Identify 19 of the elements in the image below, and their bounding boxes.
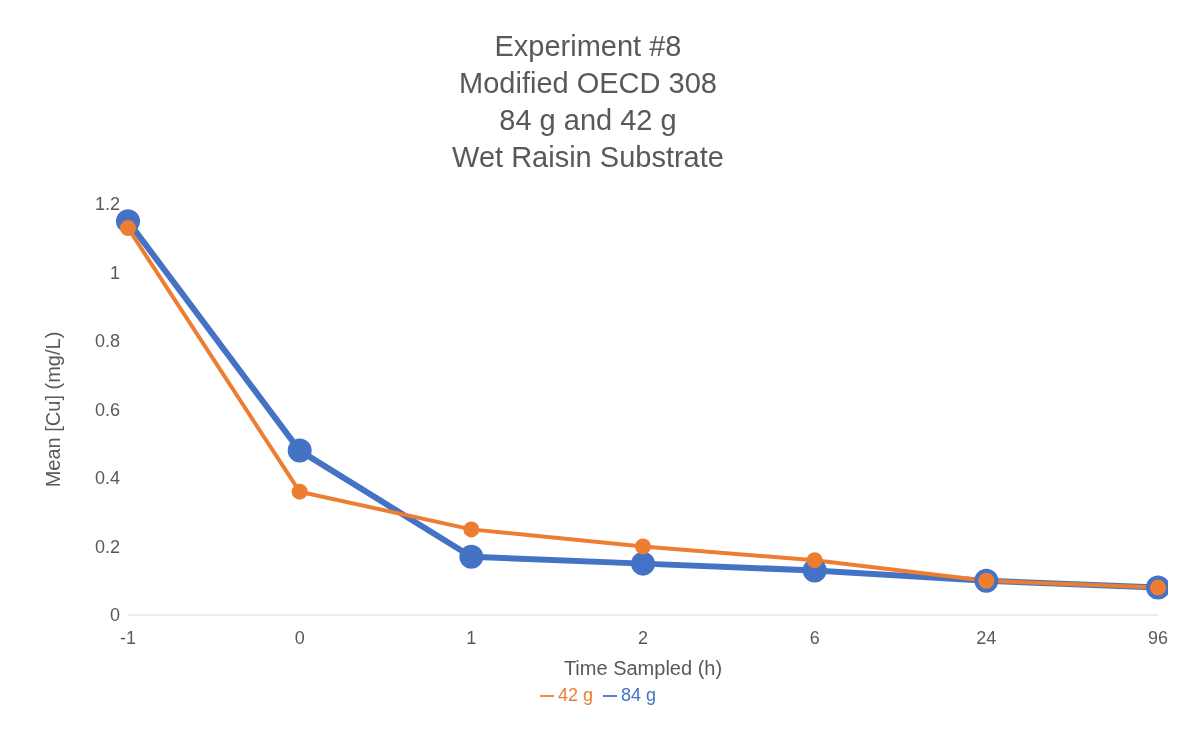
legend-label: 42 g (557, 685, 593, 705)
x-tick-label: 1 (466, 627, 477, 648)
y-tick-label: 1 (109, 262, 120, 283)
x-tick-label: 0 (294, 627, 305, 648)
y-tick-label: 0.2 (94, 536, 120, 557)
y-tick-label: 1.2 (94, 194, 120, 215)
y-tick-label: 0.6 (94, 399, 120, 420)
chart-title: Experiment #8 Modified OECD 308 84 g and 42 g Wet Raisin Substrate (451, 29, 725, 175)
x-tick-label: 6 (809, 627, 820, 648)
x-axis-title: Time Sampled (h) (563, 657, 723, 679)
y-tick-label: 0.4 (94, 468, 120, 489)
x-tick-label: 2 (637, 627, 649, 648)
x-tick-label: -1 (119, 627, 137, 648)
legend-label: 84 g (621, 685, 657, 705)
y-tick-label: 0 (109, 605, 120, 626)
x-tick-label: 96 (1147, 627, 1169, 648)
y-axis-title: Mean [Cu] (mg/L) (42, 331, 65, 488)
y-tick-label: 0.8 (94, 331, 120, 352)
x-tick-label: 24 (976, 627, 997, 648)
